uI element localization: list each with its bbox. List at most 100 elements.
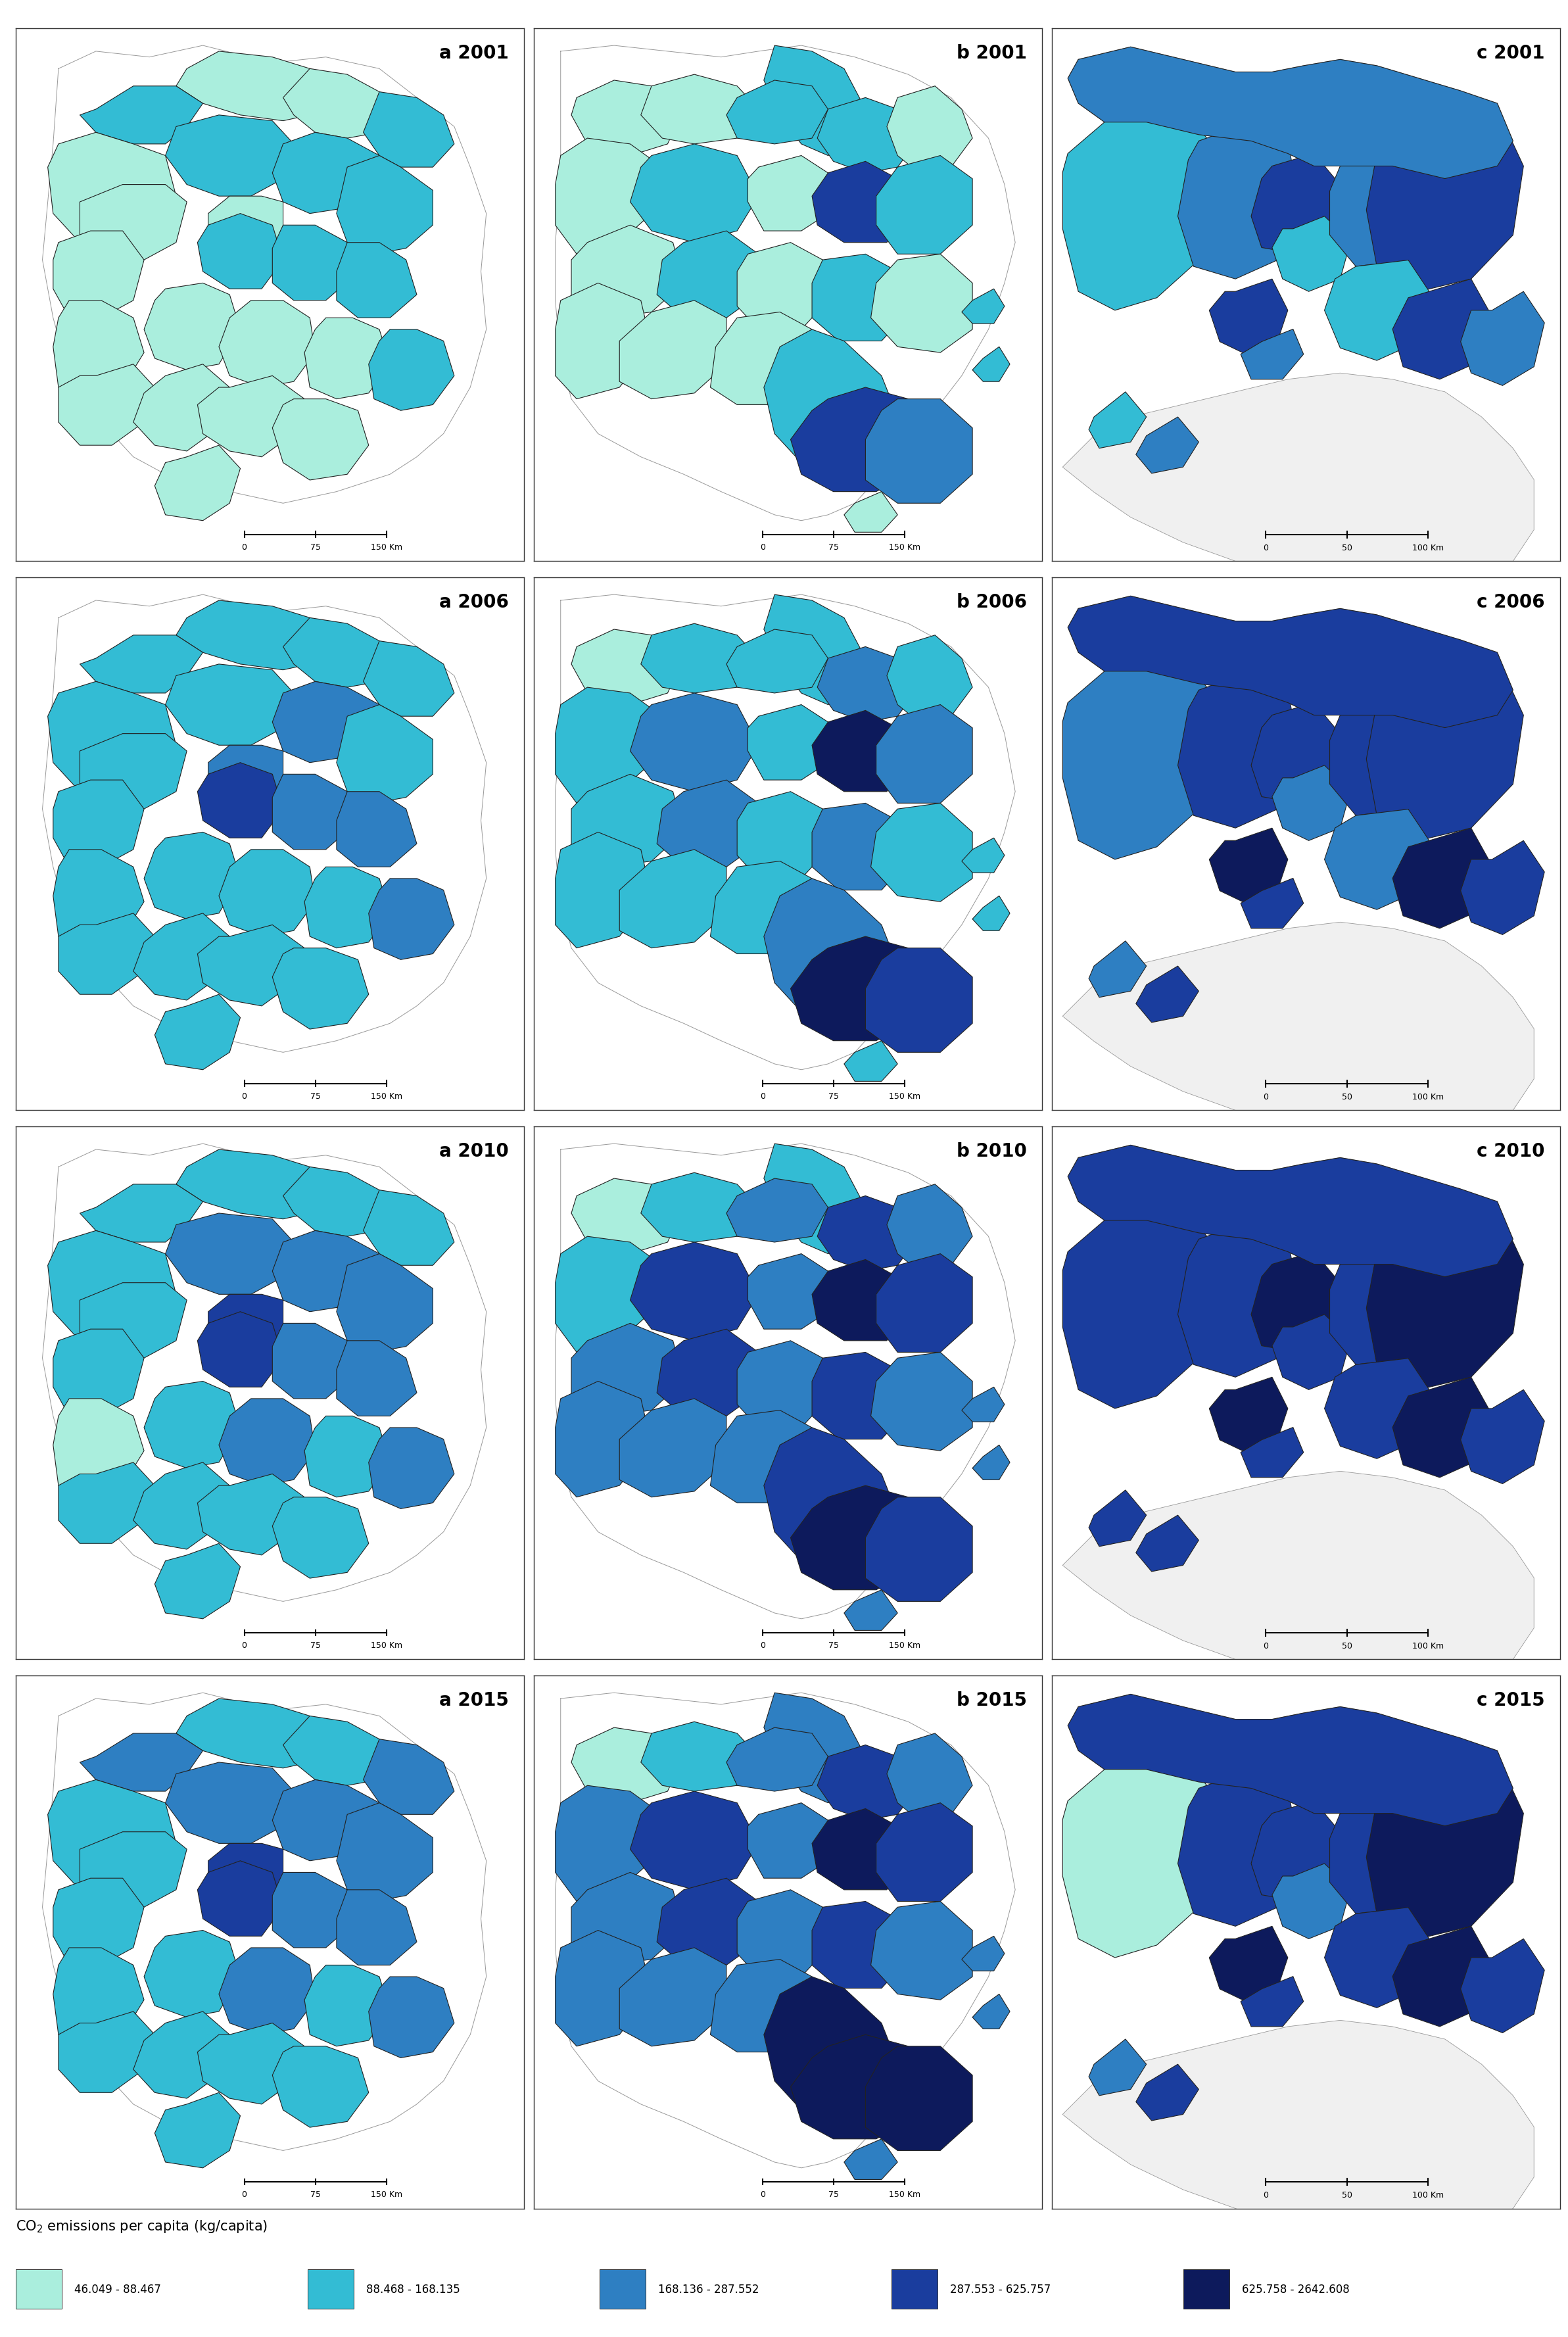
- Text: 46.049 - 88.467: 46.049 - 88.467: [74, 2283, 162, 2295]
- Polygon shape: [710, 1409, 812, 1503]
- Polygon shape: [304, 1965, 390, 2047]
- Polygon shape: [80, 1832, 187, 1907]
- Polygon shape: [273, 682, 379, 762]
- Polygon shape: [198, 213, 284, 290]
- Polygon shape: [1325, 809, 1428, 909]
- Polygon shape: [657, 1330, 759, 1416]
- Polygon shape: [1088, 393, 1146, 449]
- Polygon shape: [133, 365, 229, 451]
- Polygon shape: [80, 1734, 202, 1790]
- Text: c 2006: c 2006: [1477, 594, 1544, 612]
- Text: 150 Km: 150 Km: [889, 1091, 920, 1101]
- Polygon shape: [47, 1232, 176, 1341]
- Polygon shape: [1209, 278, 1287, 355]
- Text: 75: 75: [310, 542, 321, 552]
- Polygon shape: [1063, 1472, 1534, 1697]
- Polygon shape: [844, 1589, 897, 1631]
- Polygon shape: [877, 157, 972, 255]
- Polygon shape: [790, 1486, 935, 1589]
- Polygon shape: [1063, 103, 1220, 311]
- Text: b 2010: b 2010: [956, 1143, 1027, 1161]
- Polygon shape: [630, 145, 759, 243]
- Polygon shape: [58, 365, 155, 446]
- Polygon shape: [58, 2012, 155, 2092]
- Polygon shape: [1251, 1253, 1341, 1353]
- Polygon shape: [155, 2092, 240, 2169]
- Polygon shape: [812, 1902, 908, 1989]
- Polygon shape: [1330, 1788, 1439, 1914]
- Text: 50: 50: [1342, 545, 1352, 552]
- Polygon shape: [972, 346, 1010, 381]
- Polygon shape: [571, 224, 684, 318]
- Text: 75: 75: [310, 2190, 321, 2199]
- Text: 75: 75: [828, 2190, 839, 2199]
- Polygon shape: [812, 1353, 908, 1440]
- Polygon shape: [1063, 2019, 1534, 2246]
- Polygon shape: [1088, 1491, 1146, 1547]
- Text: 50: 50: [1342, 2192, 1352, 2199]
- Polygon shape: [1392, 1926, 1493, 2026]
- Polygon shape: [1392, 1376, 1493, 1477]
- Text: 100 Km: 100 Km: [1413, 545, 1444, 552]
- Polygon shape: [273, 1232, 379, 1311]
- Polygon shape: [337, 1253, 433, 1353]
- Text: b 2006: b 2006: [956, 594, 1027, 612]
- Polygon shape: [972, 1993, 1010, 2029]
- Polygon shape: [812, 161, 908, 243]
- Polygon shape: [273, 2047, 368, 2127]
- Polygon shape: [1240, 1977, 1303, 2026]
- Text: 0: 0: [760, 2190, 765, 2199]
- Polygon shape: [58, 914, 155, 993]
- Polygon shape: [1135, 2064, 1200, 2120]
- Polygon shape: [368, 1977, 455, 2059]
- Polygon shape: [364, 1190, 455, 1264]
- Polygon shape: [337, 243, 417, 318]
- Polygon shape: [870, 1353, 972, 1451]
- Polygon shape: [1392, 827, 1493, 928]
- Polygon shape: [273, 133, 379, 213]
- Polygon shape: [1366, 640, 1524, 841]
- Polygon shape: [961, 839, 1005, 872]
- Polygon shape: [726, 1178, 828, 1243]
- Polygon shape: [1272, 1863, 1350, 1940]
- Polygon shape: [1063, 923, 1534, 1147]
- Polygon shape: [1325, 259, 1428, 360]
- Polygon shape: [555, 832, 652, 949]
- Polygon shape: [887, 1185, 972, 1271]
- Polygon shape: [80, 86, 202, 145]
- Polygon shape: [1461, 292, 1544, 386]
- Polygon shape: [198, 1475, 304, 1554]
- Polygon shape: [817, 647, 919, 722]
- Polygon shape: [764, 594, 866, 706]
- Polygon shape: [1068, 47, 1513, 178]
- Polygon shape: [209, 196, 284, 259]
- Text: 150 Km: 150 Km: [370, 1641, 403, 1650]
- Polygon shape: [961, 290, 1005, 323]
- Polygon shape: [1392, 278, 1493, 379]
- Polygon shape: [155, 1542, 240, 1620]
- Polygon shape: [209, 1844, 284, 1907]
- Polygon shape: [364, 1739, 455, 1814]
- Polygon shape: [53, 848, 144, 949]
- Polygon shape: [1330, 1239, 1439, 1365]
- Polygon shape: [812, 1809, 908, 1891]
- Polygon shape: [764, 1692, 866, 1802]
- Polygon shape: [870, 1902, 972, 2000]
- Polygon shape: [1240, 330, 1303, 379]
- Text: 100 Km: 100 Km: [1413, 2192, 1444, 2199]
- Polygon shape: [972, 1444, 1010, 1479]
- Polygon shape: [47, 133, 176, 243]
- Polygon shape: [284, 617, 401, 687]
- Polygon shape: [812, 804, 908, 890]
- Text: 150 Km: 150 Km: [370, 542, 403, 552]
- Polygon shape: [337, 792, 417, 867]
- Polygon shape: [284, 1715, 401, 1785]
- Polygon shape: [748, 157, 828, 231]
- Text: 0: 0: [1262, 545, 1269, 552]
- Polygon shape: [870, 804, 972, 902]
- Polygon shape: [47, 1781, 176, 1891]
- Polygon shape: [1178, 122, 1298, 278]
- Polygon shape: [641, 1722, 759, 1790]
- Polygon shape: [737, 1891, 828, 1977]
- Polygon shape: [571, 1323, 684, 1416]
